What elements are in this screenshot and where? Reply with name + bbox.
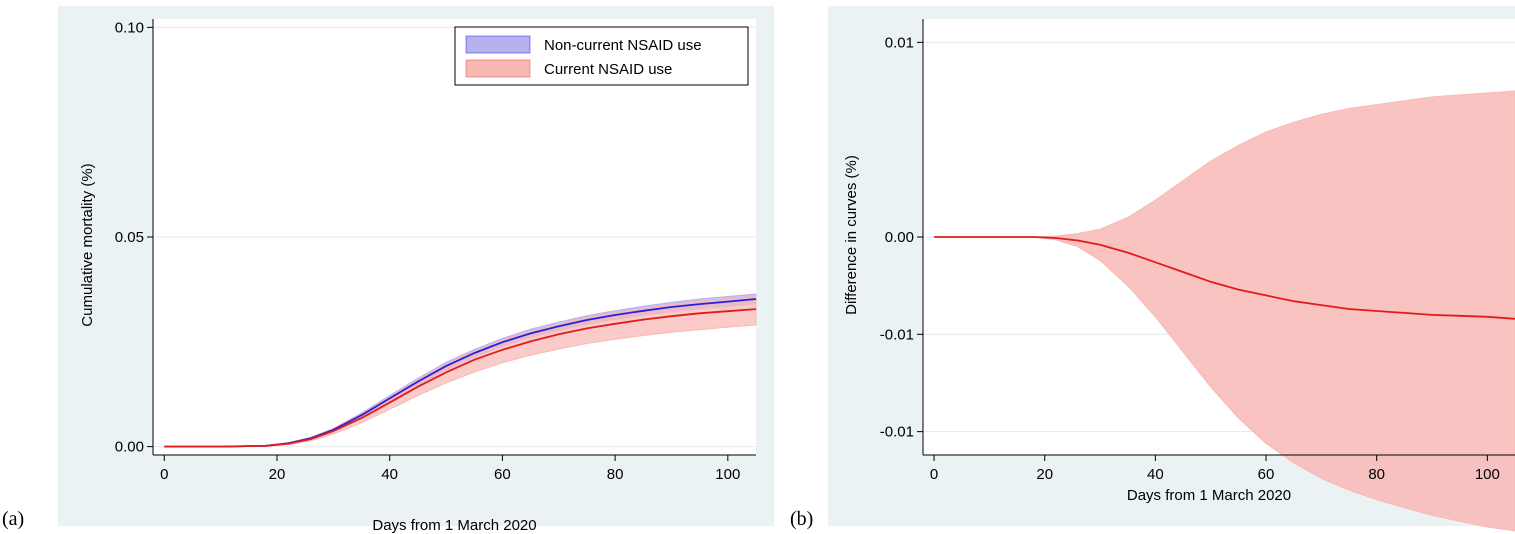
legend-swatch-noncurrent: [465, 35, 531, 54]
plot-b-y-ticks: 0.01 0.00 -0.01 -0.01: [880, 34, 923, 441]
plot-a-y-axis-title: Cumulative mortality (%): [79, 163, 96, 326]
legend-swatch-current: [465, 59, 531, 78]
confidence-band-current: [164, 295, 757, 448]
y-tick-label: -0.01: [880, 326, 914, 343]
plot-a-y-ticks: 0.00 0.05 0.10: [115, 19, 153, 456]
y-tick-label: 0.10: [115, 19, 144, 36]
x-tick-label: 20: [269, 466, 286, 483]
x-tick-label: 0: [930, 466, 938, 483]
legend-label-current: Current NSAID use: [544, 61, 672, 78]
x-tick-label: 40: [381, 466, 398, 483]
legend-label-noncurrent: Non-current NSAID use: [544, 37, 702, 54]
plot-a-series-lines: [164, 298, 757, 448]
y-tick-label: 0.00: [115, 439, 144, 456]
plot-a-x-axis-title: Days from 1 March 2020: [372, 517, 536, 534]
series-line-difference: [934, 236, 1515, 320]
plot-a-x-ticks: 0 20 40 60 80 100: [160, 455, 740, 483]
x-tick-label: 100: [1475, 466, 1500, 483]
panel-b-label: (b): [790, 508, 814, 530]
x-tick-label: 100: [715, 466, 740, 483]
x-tick-label: 0: [160, 466, 168, 483]
x-tick-label: 80: [1368, 466, 1385, 483]
y-tick-label: 0.05: [115, 229, 144, 246]
panel-b-chart: 0.01 0.00 -0.01 -0.01 0 20 40 60 80 100 Days fro…: [843, 19, 1515, 532]
y-tick-label: 0.01: [885, 34, 914, 51]
y-tick-label: 0.00: [885, 229, 914, 246]
y-tick-label: -0.01: [880, 424, 914, 441]
plot-b-series-line: [934, 236, 1515, 320]
plot-a-legend: Non-current NSAID use Current NSAID use: [454, 26, 749, 86]
plot-a-confidence-bands: [164, 293, 757, 448]
series-line-current: [164, 308, 757, 448]
plot-b-confidence-band: [934, 90, 1515, 532]
plot-b-y-axis-title: Difference in curves (%): [843, 155, 860, 315]
plot-b-x-axis-title: Days from 1 March 2020: [1127, 487, 1291, 504]
x-tick-label: 40: [1147, 466, 1164, 483]
confidence-band-difference: [934, 90, 1515, 532]
panel-a-chart: 0.00 0.05 0.10 0 20 40 60 80 100 Days from 1 Ma…: [79, 19, 757, 534]
plot-b-x-ticks: 0 20 40 60 80 100: [930, 455, 1500, 483]
x-tick-label: 80: [607, 466, 624, 483]
x-tick-label: 60: [1258, 466, 1275, 483]
x-tick-label: 20: [1036, 466, 1053, 483]
x-tick-label: 60: [494, 466, 511, 483]
panel-a-label: (a): [2, 508, 25, 530]
